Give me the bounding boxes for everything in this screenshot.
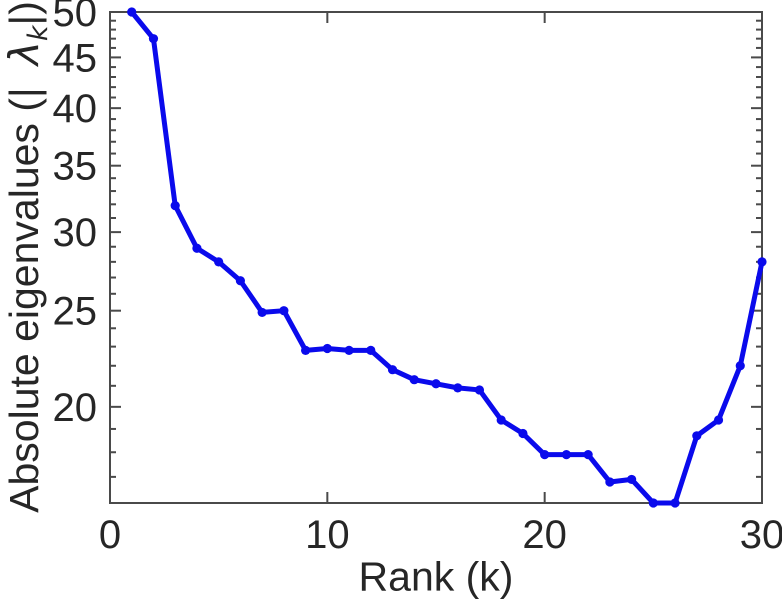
y-tick-label-40: 40	[53, 87, 98, 131]
data-point-k17	[474, 385, 485, 395]
data-point-k3	[170, 201, 180, 211]
data-point-k25	[648, 498, 658, 508]
data-point-k13	[387, 365, 398, 375]
data-point-k18	[496, 415, 506, 425]
y-tick-label-35: 35	[53, 145, 98, 189]
data-point-k26	[670, 498, 680, 508]
data-point-k9	[301, 345, 311, 355]
y-tick-label-45: 45	[53, 36, 98, 80]
data-point-k6	[235, 276, 245, 286]
data-point-k24	[627, 474, 637, 485]
y-axis-label: Absolute eigenvalues (| λk|)	[0, 1, 54, 513]
data-point-k16	[453, 383, 463, 393]
x-tick-label-30: 30	[740, 513, 782, 557]
data-point-k30	[757, 257, 767, 267]
data-point-k12	[366, 345, 376, 355]
data-point-k5	[214, 257, 224, 267]
data-point-k20	[540, 450, 550, 460]
data-point-k10	[322, 343, 332, 354]
data-point-k1	[127, 7, 137, 17]
data-point-k14	[409, 375, 419, 385]
data-point-k11	[344, 345, 354, 355]
data-point-k15	[431, 379, 441, 389]
y-tick-label-25: 25	[53, 290, 98, 334]
data-point-k7	[257, 307, 267, 318]
x-tick-label-10: 10	[305, 513, 350, 557]
y-label-prefix: Absolute eigenvalues (|	[1, 87, 47, 513]
data-point-k22	[583, 450, 593, 460]
data-point-k21	[561, 450, 572, 460]
x-tick-label-20: 20	[522, 513, 567, 557]
data-point-k29	[735, 361, 745, 371]
data-point-k2	[148, 34, 159, 44]
data-point-k19	[518, 428, 528, 439]
data-point-k8	[279, 306, 289, 316]
data-point-k27	[692, 431, 702, 441]
x-axis-label: Rank (k)	[358, 553, 514, 600]
y-tick-label-20: 20	[53, 386, 98, 430]
absolute-eigenvalues-line	[129, 9, 765, 506]
lambda-symbol: λ	[0, 41, 48, 66]
y-tick-label-30: 30	[53, 211, 98, 255]
x-tick-label-0: 0	[99, 513, 121, 557]
lambda-subscript: k	[23, 25, 54, 42]
y-tick-label-50: 50	[53, 0, 98, 35]
data-point-k4	[192, 243, 202, 253]
data-point-k23	[605, 477, 615, 487]
y-label-suffix: |)	[1, 1, 47, 26]
data-point-k28	[713, 415, 724, 425]
